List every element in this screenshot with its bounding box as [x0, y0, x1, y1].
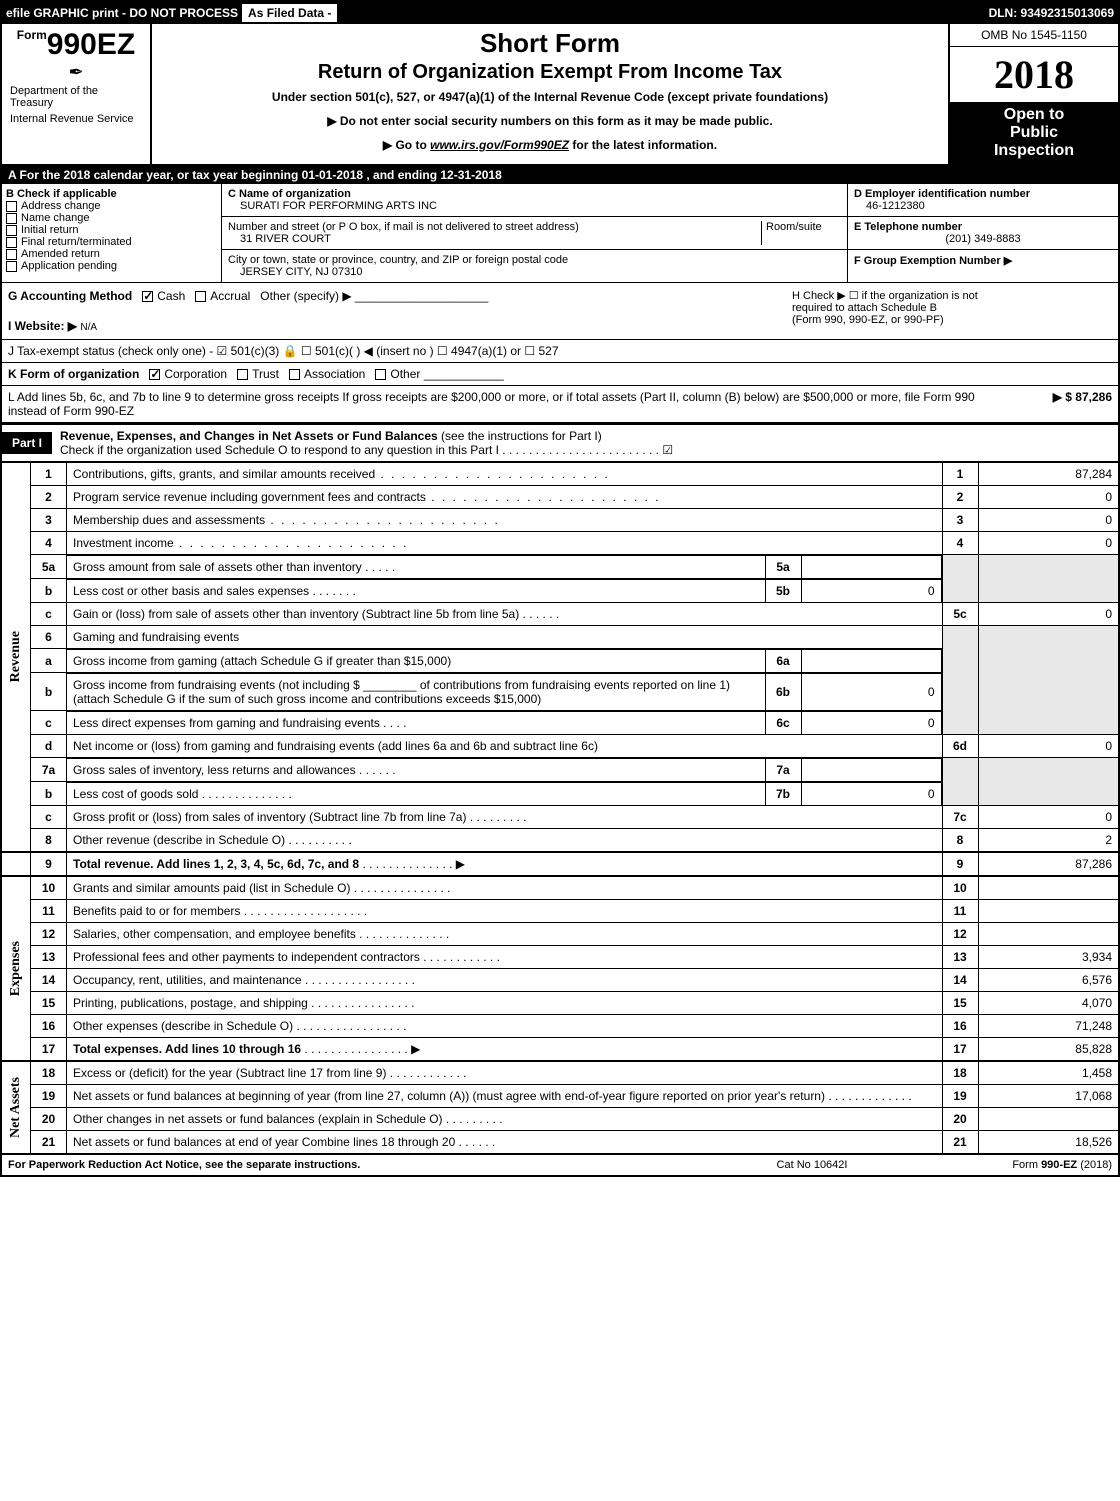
website-label: I Website: ▶ — [8, 319, 77, 333]
dept-treasury: Department of the Treasury — [6, 83, 146, 111]
omb-number: OMB No 1545-1150 — [950, 24, 1118, 47]
checkbox-icon[interactable] — [6, 249, 17, 260]
footer-right: Form 990-EZ (2018) — [912, 1159, 1112, 1171]
k-label: K Form of organization — [8, 367, 139, 381]
l-text: L Add lines 5b, 6c, and 7b to line 9 to … — [8, 390, 992, 418]
group-exempt-label: F Group Exemption Number ▶ — [854, 254, 1112, 267]
checkbox-icon[interactable] — [6, 261, 17, 272]
part1-label: Part I — [2, 432, 52, 454]
form-number: Form990EZ — [6, 28, 146, 62]
lines-table: Revenue 1 Contributions, gifts, grants, … — [2, 462, 1118, 1153]
org-name: SURATI FOR PERFORMING ARTS INC — [228, 200, 841, 212]
checkbox-corp[interactable] — [149, 369, 160, 380]
footer: For Paperwork Reduction Act Notice, see … — [2, 1153, 1118, 1175]
street-cell: Number and street (or P O box, if mail i… — [222, 217, 847, 250]
box-g: G Accounting Method Cash Accrual Other (… — [8, 289, 792, 333]
city: JERSEY CITY, NJ 07310 — [228, 266, 841, 278]
checkbox-icon[interactable] — [6, 201, 17, 212]
street-label: Number and street (or P O box, if mail i… — [228, 221, 761, 233]
street: 31 RIVER COURT — [228, 233, 761, 245]
goto-post: for the latest information. — [569, 138, 717, 152]
checkbox-assoc[interactable] — [289, 369, 300, 380]
inspection: Inspection — [954, 142, 1114, 160]
box-def: D Employer identification number 46-1212… — [848, 184, 1118, 282]
irs-link[interactable]: www.irs.gov/Form990EZ — [430, 138, 569, 152]
inspection-box: Open to Public Inspection — [950, 102, 1118, 164]
chk-initial[interactable]: Initial return — [6, 224, 217, 236]
other-specify: Other (specify) ▶ — [260, 289, 351, 303]
box-d: D Employer identification number 46-1212… — [848, 184, 1118, 217]
checkbox-icon[interactable] — [6, 237, 17, 248]
box-e: E Telephone number (201) 349-8883 — [848, 217, 1118, 250]
box-i: I Website: ▶ N/A — [8, 319, 792, 333]
box-h: H Check ▶ ☐ if the organization is not r… — [792, 289, 1112, 333]
h-line1: H Check ▶ ☐ if the organization is not — [792, 289, 1112, 302]
ein-label: D Employer identification number — [854, 188, 1112, 200]
box-k: K Form of organization Corporation Trust… — [2, 363, 1118, 386]
checkbox-accrual[interactable] — [195, 291, 206, 302]
signature-icon: ✒ — [6, 62, 146, 83]
phone-value: (201) 349-8883 — [854, 233, 1112, 245]
h-line2: required to attach Schedule B — [792, 302, 1112, 314]
public: Public — [954, 124, 1114, 142]
chk-final[interactable]: Final return/terminated — [6, 236, 217, 248]
as-filed-label: As Filed Data - — [242, 4, 337, 22]
revenue-side: Revenue — [2, 463, 31, 853]
chk-application[interactable]: Application pending — [6, 260, 217, 272]
expenses-side: Expenses — [2, 876, 31, 1061]
city-cell: City or town, state or province, country… — [222, 250, 847, 282]
footer-left: For Paperwork Reduction Act Notice, see … — [8, 1159, 712, 1171]
netassets-side: Net Assets — [2, 1061, 31, 1153]
dln-label: DLN: 93492315013069 — [989, 6, 1114, 20]
website-value: N/A — [80, 322, 97, 333]
org-name-cell: C Name of organization SURATI FOR PERFOR… — [222, 184, 847, 217]
form-no-text: 990EZ — [47, 28, 135, 61]
form-word: Form — [17, 28, 47, 42]
city-label: City or town, state or province, country… — [228, 254, 841, 266]
box-l: L Add lines 5b, 6c, and 7b to line 9 to … — [2, 386, 1118, 423]
acct-method-label: G Accounting Method — [8, 289, 132, 303]
open-to: Open to — [954, 106, 1114, 124]
subtitle: Under section 501(c), 527, or 4947(a)(1)… — [160, 90, 940, 104]
checkbox-other[interactable] — [375, 369, 386, 380]
ein-value: 46-1212380 — [854, 200, 1112, 212]
header-left: Form990EZ ✒ Department of the Treasury I… — [2, 24, 152, 164]
header-right: OMB No 1545-1150 2018 Open to Public Ins… — [948, 24, 1118, 164]
chk-name[interactable]: Name change — [6, 212, 217, 224]
checkbox-icon[interactable] — [6, 225, 17, 236]
checkbox-cash[interactable] — [142, 291, 153, 302]
footer-center: Cat No 10642I — [712, 1159, 912, 1171]
goto-pre: ▶ Go to — [383, 138, 430, 152]
box-c: C Name of organization SURATI FOR PERFOR… — [222, 184, 848, 282]
header-middle: Short Form Return of Organization Exempt… — [152, 24, 948, 164]
part1-title: Revenue, Expenses, and Changes in Net As… — [52, 425, 681, 461]
section-gh: G Accounting Method Cash Accrual Other (… — [2, 283, 1118, 340]
checkbox-trust[interactable] — [237, 369, 248, 380]
form-container: efile GRAPHIC print - DO NOT PROCESS As … — [0, 0, 1120, 1177]
goto-line: ▶ Go to www.irs.gov/Form990EZ for the la… — [160, 138, 940, 152]
efile-label: efile GRAPHIC print - DO NOT PROCESS — [6, 6, 238, 20]
header-grid: B Check if applicable Address change Nam… — [2, 184, 1118, 283]
h-line3: (Form 990, 990-EZ, or 990-PF) — [792, 314, 1112, 326]
room-label: Room/suite — [761, 221, 841, 245]
chk-address[interactable]: Address change — [6, 200, 217, 212]
tax-year: 2018 — [950, 47, 1118, 102]
ssn-warning: ▶ Do not enter social security numbers o… — [160, 114, 940, 128]
main-title: Return of Organization Exempt From Incom… — [160, 61, 940, 84]
box-b-title: B Check if applicable — [6, 188, 217, 200]
top-bar: efile GRAPHIC print - DO NOT PROCESS As … — [2, 2, 1118, 24]
header-row: Form990EZ ✒ Department of the Treasury I… — [2, 24, 1118, 166]
short-form-title: Short Form — [160, 28, 940, 59]
chk-amended[interactable]: Amended return — [6, 248, 217, 260]
checkbox-icon[interactable] — [6, 213, 17, 224]
l-value: ▶ $ 87,286 — [992, 390, 1112, 418]
box-b: B Check if applicable Address change Nam… — [2, 184, 222, 282]
box-j: J Tax-exempt status (check only one) - ☑… — [2, 340, 1118, 363]
row-a-calendar: A For the 2018 calendar year, or tax yea… — [2, 166, 1118, 184]
phone-label: E Telephone number — [854, 221, 1112, 233]
org-name-label: C Name of organization — [228, 188, 841, 200]
part1-header: Part I Revenue, Expenses, and Changes in… — [2, 423, 1118, 462]
box-f: F Group Exemption Number ▶ — [848, 250, 1118, 271]
dept-irs: Internal Revenue Service — [6, 111, 146, 127]
